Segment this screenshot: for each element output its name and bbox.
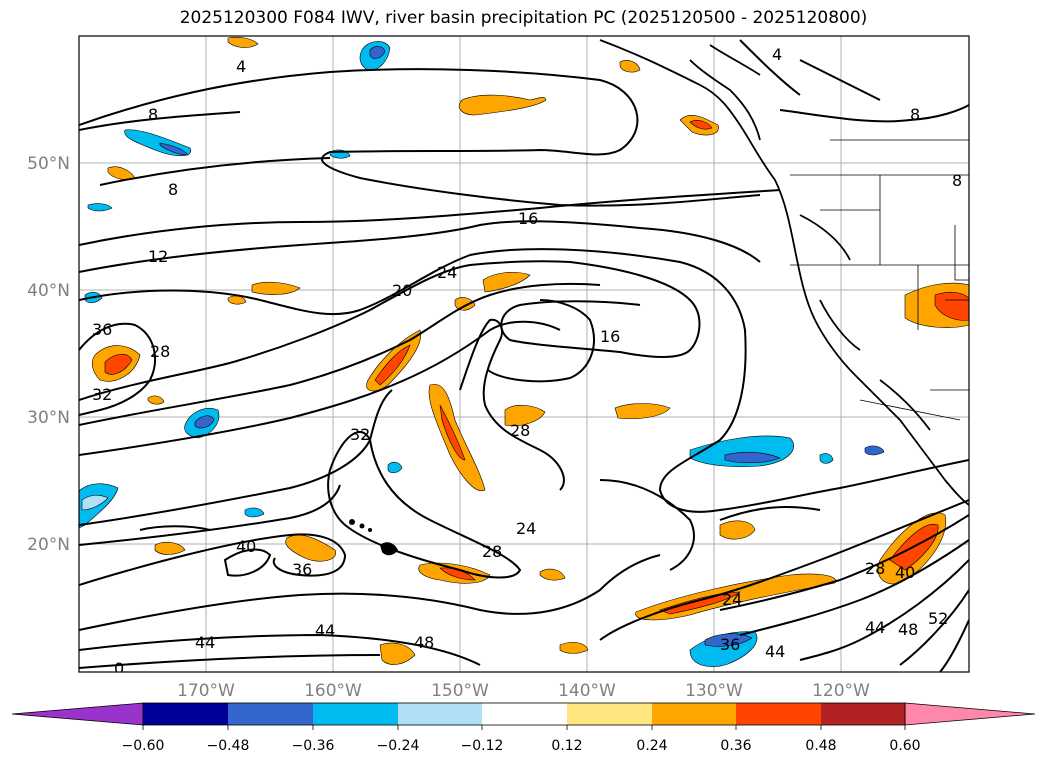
colorbar-extend-min bbox=[11, 702, 144, 726]
contour-label: 36 bbox=[292, 560, 312, 579]
contour-label: 8 bbox=[148, 105, 158, 124]
iwv-contours bbox=[79, 39, 969, 672]
colorbar-tick-label: 0.48 bbox=[805, 738, 836, 754]
colorbar-tick-label: −0.12 bbox=[461, 738, 504, 754]
contour-label: 44 bbox=[765, 642, 785, 661]
contour-label: 36 bbox=[720, 635, 740, 654]
contour-label: 32 bbox=[350, 425, 370, 444]
contour-label: 44 bbox=[195, 633, 215, 652]
contour-label: 16 bbox=[600, 327, 620, 346]
colorbar-segment bbox=[313, 703, 398, 725]
contour-label: 48 bbox=[414, 633, 434, 652]
map-frame bbox=[78, 35, 970, 673]
contour-label: 24 bbox=[437, 263, 457, 282]
contour-label: 36 bbox=[92, 320, 112, 339]
contour-label: 16 bbox=[518, 209, 538, 228]
colorbar-tick-label: 0.24 bbox=[636, 738, 667, 754]
contour-label: 40 bbox=[236, 537, 256, 556]
contour-label: 24 bbox=[722, 590, 742, 609]
colorbar-segment bbox=[821, 703, 905, 725]
colorbar-segment bbox=[736, 703, 821, 725]
lat-label: 50°N bbox=[27, 154, 70, 174]
colorbar-tick-label: 0.36 bbox=[720, 738, 751, 754]
lon-label: 150°W bbox=[431, 681, 489, 701]
colorbar-tick-label: −0.36 bbox=[292, 738, 335, 754]
latitude-labels: 50°N 40°N 30°N 20°N bbox=[27, 154, 70, 555]
contour-label: 44 bbox=[315, 621, 335, 640]
lat-label: 30°N bbox=[27, 408, 70, 428]
contour-label: 28 bbox=[865, 559, 885, 578]
colorbar-segment bbox=[398, 703, 482, 725]
lon-label: 170°W bbox=[177, 681, 235, 701]
colorbar-tick-label: −0.60 bbox=[122, 738, 165, 754]
map-content: 4 8 8 12 16 16 20 24 24 28 28 28 32 32 3… bbox=[79, 36, 969, 678]
contour-label: 48 bbox=[898, 620, 918, 639]
gridlines bbox=[79, 36, 969, 672]
colorbar-segment bbox=[652, 703, 736, 725]
coastline bbox=[599, 39, 969, 506]
longitude-labels: 170°W 160°W 150°W 140°W 130°W 120°W bbox=[177, 681, 870, 701]
colorbar-tick-label: −0.24 bbox=[377, 738, 420, 754]
contour-label: 40 bbox=[895, 563, 915, 582]
contour-label: 4 bbox=[236, 57, 246, 76]
contour-label-group: 4 8 8 12 16 16 20 24 24 28 28 28 32 32 3… bbox=[92, 45, 962, 678]
colorbar-segment bbox=[228, 703, 313, 725]
lon-label: 160°W bbox=[304, 681, 362, 701]
lat-label: 20°N bbox=[27, 535, 70, 555]
contour-label: 0 bbox=[114, 659, 124, 678]
colorbar-extend-max bbox=[904, 702, 1036, 726]
contour-label: 8 bbox=[910, 105, 920, 124]
colorbar: −0.60 −0.48 −0.36 −0.24 −0.12 0.12 0.24 … bbox=[11, 702, 1036, 754]
contour-label: 52 bbox=[928, 609, 948, 628]
contour-label: 12 bbox=[148, 247, 168, 266]
contour-label: 24 bbox=[516, 519, 536, 538]
colorbar-tick-label: −0.48 bbox=[207, 738, 250, 754]
lat-label: 40°N bbox=[27, 281, 70, 301]
colorbar-segment bbox=[482, 703, 567, 725]
colorbar-tick-label: 0.60 bbox=[889, 738, 920, 754]
lon-label: 140°W bbox=[558, 681, 616, 701]
colorbar-segment bbox=[567, 703, 652, 725]
contour-label: 44 bbox=[865, 618, 885, 637]
contour-label: 28 bbox=[150, 342, 170, 361]
contour-label: 4 bbox=[772, 45, 782, 64]
map-background bbox=[79, 36, 969, 672]
map-title: 2025120300 F084 IWV, river basin precipi… bbox=[179, 8, 868, 28]
contour-label: 8 bbox=[168, 180, 178, 199]
lon-label: 130°W bbox=[685, 681, 743, 701]
islands bbox=[349, 519, 398, 556]
contour-label: 20 bbox=[392, 281, 412, 300]
contour-label: 28 bbox=[482, 542, 502, 561]
lon-label: 120°W bbox=[812, 681, 870, 701]
contour-label: 32 bbox=[92, 385, 112, 404]
colorbar-segment bbox=[143, 703, 228, 725]
contour-label: 8 bbox=[952, 171, 962, 190]
colorbar-tick-label: 0.12 bbox=[551, 738, 582, 754]
state-boundaries bbox=[790, 139, 969, 421]
contour-label: 28 bbox=[510, 421, 530, 440]
